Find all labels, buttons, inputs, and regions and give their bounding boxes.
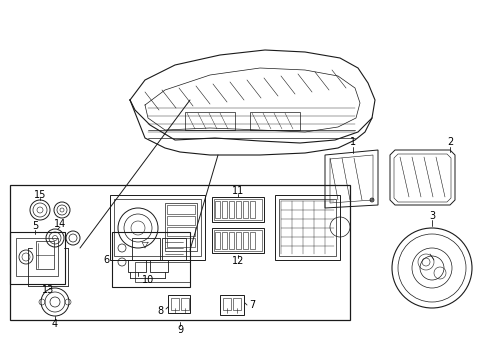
Bar	[249, 112, 299, 130]
Bar	[110, 195, 204, 260]
Bar	[228, 232, 234, 249]
Bar	[114, 199, 201, 256]
Bar	[274, 195, 339, 260]
Bar	[249, 201, 254, 218]
Bar	[222, 201, 226, 218]
Bar	[181, 298, 189, 310]
Bar	[164, 203, 197, 251]
Bar	[223, 298, 230, 310]
Bar	[128, 260, 146, 272]
Bar	[243, 201, 247, 218]
Bar	[212, 197, 264, 222]
Bar	[168, 295, 190, 313]
Bar	[112, 232, 190, 287]
Bar	[236, 201, 241, 218]
Bar	[249, 232, 254, 249]
Bar	[167, 216, 195, 225]
Text: 8: 8	[158, 306, 163, 316]
Bar	[214, 199, 262, 220]
Text: 9: 9	[177, 325, 183, 335]
Text: 13: 13	[42, 285, 54, 295]
Bar	[215, 201, 220, 218]
Bar	[150, 260, 168, 272]
Bar	[10, 185, 349, 320]
Text: 6: 6	[103, 255, 110, 265]
Bar	[236, 232, 241, 249]
Text: 5: 5	[32, 221, 38, 231]
Text: 11: 11	[231, 186, 244, 196]
Text: 4: 4	[52, 319, 58, 329]
Bar	[10, 232, 65, 284]
Bar	[36, 241, 54, 269]
Bar	[171, 298, 179, 310]
Bar	[167, 238, 195, 247]
Bar	[279, 199, 335, 256]
Text: 12: 12	[231, 256, 244, 266]
Bar	[132, 238, 160, 260]
Bar	[135, 262, 190, 282]
Bar	[220, 295, 244, 315]
Text: 2: 2	[446, 137, 452, 147]
Bar	[212, 228, 264, 253]
Bar	[222, 232, 226, 249]
Bar	[162, 238, 185, 260]
Bar	[167, 205, 195, 214]
Bar	[214, 230, 262, 251]
Text: 3: 3	[428, 211, 434, 221]
Bar	[16, 238, 58, 276]
Text: 15: 15	[34, 190, 46, 200]
Bar	[167, 227, 195, 236]
Bar	[228, 201, 234, 218]
Bar	[243, 232, 247, 249]
Bar	[232, 298, 241, 310]
Text: 10: 10	[142, 275, 154, 285]
Circle shape	[369, 198, 373, 202]
Bar	[184, 112, 235, 130]
Text: 1: 1	[349, 137, 355, 147]
Text: 7: 7	[248, 300, 255, 310]
Bar	[215, 232, 220, 249]
Text: 14: 14	[54, 219, 66, 229]
